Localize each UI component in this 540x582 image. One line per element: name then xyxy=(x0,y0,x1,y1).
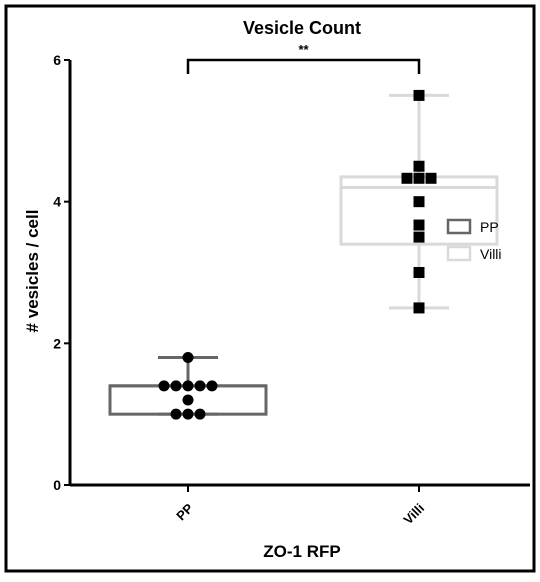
data-point xyxy=(413,160,425,172)
data-point xyxy=(425,172,437,184)
data-point xyxy=(413,302,425,314)
data-point xyxy=(170,408,182,420)
data-point xyxy=(413,231,425,243)
legend-swatch xyxy=(446,218,472,235)
y-tick-label: 4 xyxy=(53,194,61,210)
y-tick-label: 0 xyxy=(53,477,61,493)
data-point xyxy=(401,172,413,184)
significance-bracket xyxy=(186,58,421,74)
data-point xyxy=(413,196,425,208)
data-point xyxy=(182,408,194,420)
legend-label: PP xyxy=(480,219,499,235)
legend-label: Villi xyxy=(480,246,502,262)
plot-area: 0 2 4 6 PP Villi ** PP Villi xyxy=(53,42,530,527)
data-point xyxy=(158,380,170,392)
x-tick-label: Villi xyxy=(400,501,427,528)
y-axis-label: # vesicles / cell xyxy=(23,210,42,333)
data-point xyxy=(413,267,425,278)
data-point xyxy=(413,172,425,184)
y-tick-label: 6 xyxy=(53,52,61,68)
data-point xyxy=(182,394,194,406)
chart-border xyxy=(4,4,536,573)
data-point xyxy=(170,380,182,392)
chart-title: Vesicle Count xyxy=(243,18,361,38)
data-point xyxy=(194,408,206,420)
x-axis-label: ZO-1 RFP xyxy=(263,542,340,561)
data-point xyxy=(413,219,425,231)
data-point xyxy=(194,380,206,392)
data-point xyxy=(182,352,194,363)
legend-swatch xyxy=(446,245,472,262)
significance-label: ** xyxy=(298,42,309,57)
data-point xyxy=(413,89,425,101)
y-tick-label: 2 xyxy=(53,335,61,351)
data-point xyxy=(182,380,194,392)
data-point xyxy=(206,380,218,392)
x-tick-label: PP xyxy=(173,500,196,523)
